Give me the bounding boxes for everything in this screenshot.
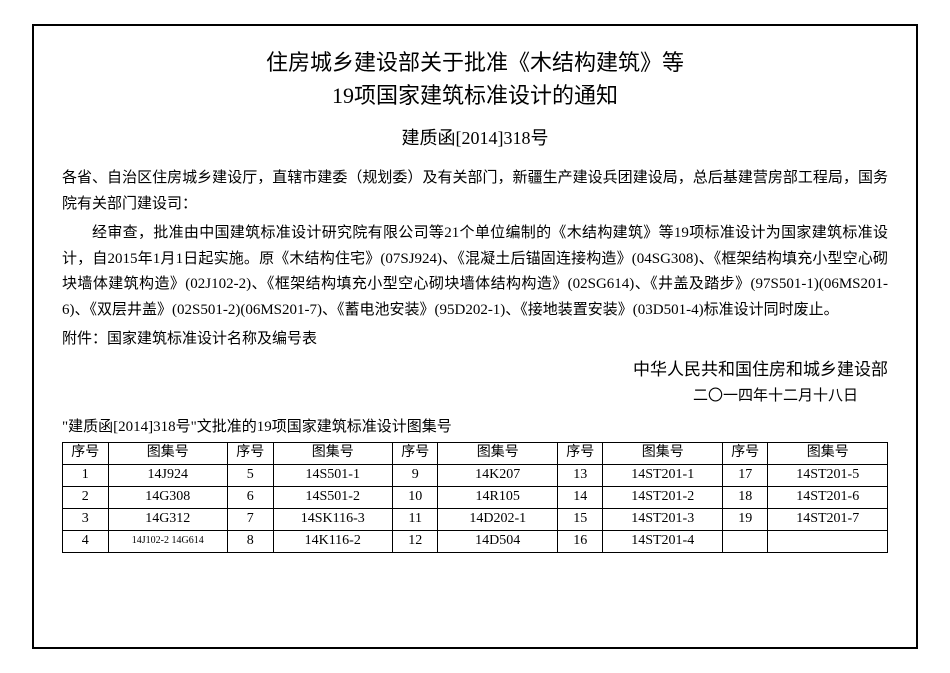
standards-table: 序号 图集号 序号 图集号 序号 图集号 序号 图集号 序号 图集号 1 14J… bbox=[62, 442, 888, 553]
cell-seq: 2 bbox=[63, 486, 109, 508]
cell-code: 14S501-1 bbox=[273, 464, 392, 486]
cell-code: 14G308 bbox=[108, 486, 227, 508]
cell-seq: 19 bbox=[722, 508, 768, 530]
date: 二〇一四年十二月十八日 bbox=[62, 384, 888, 405]
cell-code: 14K207 bbox=[438, 464, 557, 486]
cell-code: 14ST201-6 bbox=[768, 486, 888, 508]
cell-code: 14ST201-5 bbox=[768, 464, 888, 486]
header-seq-3: 序号 bbox=[392, 442, 438, 464]
cell-code: 14ST201-7 bbox=[768, 508, 888, 530]
cell-code: 14R105 bbox=[438, 486, 557, 508]
document-container: 住房城乡建设部关于批准《木结构建筑》等 19项国家建筑标准设计的通知 建质函[2… bbox=[32, 24, 918, 649]
table-row: 4 14J102-2 14G614 8 14K116-2 12 14D504 1… bbox=[63, 530, 888, 552]
cell-empty bbox=[722, 530, 768, 552]
attachment-label: 附件：国家建筑标准设计名称及编号表 bbox=[62, 327, 888, 353]
cell-seq: 6 bbox=[227, 486, 273, 508]
cell-seq: 7 bbox=[227, 508, 273, 530]
cell-seq: 15 bbox=[557, 508, 603, 530]
signature: 中华人民共和国住房和城乡建设部 bbox=[62, 355, 888, 380]
cell-code: 14ST201-3 bbox=[603, 508, 722, 530]
table-row: 1 14J924 5 14S501-1 9 14K207 13 14ST201-… bbox=[63, 464, 888, 486]
cell-empty bbox=[768, 530, 888, 552]
cell-code: 14D202-1 bbox=[438, 508, 557, 530]
title-line-2: 19项国家建筑标准设计的通知 bbox=[62, 79, 888, 112]
cell-code: 14ST201-1 bbox=[603, 464, 722, 486]
cell-seq: 12 bbox=[392, 530, 438, 552]
cell-seq: 18 bbox=[722, 486, 768, 508]
cell-seq: 5 bbox=[227, 464, 273, 486]
header-seq-2: 序号 bbox=[227, 442, 273, 464]
table-header-row: 序号 图集号 序号 图集号 序号 图集号 序号 图集号 序号 图集号 bbox=[63, 442, 888, 464]
header-code-2: 图集号 bbox=[273, 442, 392, 464]
cell-seq: 10 bbox=[392, 486, 438, 508]
header-seq-4: 序号 bbox=[557, 442, 603, 464]
cell-code: 14ST201-2 bbox=[603, 486, 722, 508]
cell-code: 14J924 bbox=[108, 464, 227, 486]
cell-seq: 17 bbox=[722, 464, 768, 486]
document-number: 建质函[2014]318号 bbox=[62, 124, 888, 150]
table-row: 2 14G308 6 14S501-2 10 14R105 14 14ST201… bbox=[63, 486, 888, 508]
cell-seq: 14 bbox=[557, 486, 603, 508]
table-row: 3 14G312 7 14SK116-3 11 14D202-1 15 14ST… bbox=[63, 508, 888, 530]
cell-seq: 1 bbox=[63, 464, 109, 486]
title-line-1: 住房城乡建设部关于批准《木结构建筑》等 bbox=[62, 46, 888, 79]
header-code-1: 图集号 bbox=[108, 442, 227, 464]
cell-seq: 13 bbox=[557, 464, 603, 486]
cell-seq: 4 bbox=[63, 530, 109, 552]
cell-code: 14ST201-4 bbox=[603, 530, 722, 552]
cell-seq: 9 bbox=[392, 464, 438, 486]
cell-code: 14G312 bbox=[108, 508, 227, 530]
cell-code: 14S501-2 bbox=[273, 486, 392, 508]
cell-code: 14SK116-3 bbox=[273, 508, 392, 530]
header-seq-1: 序号 bbox=[63, 442, 109, 464]
cell-code-stacked: 14J102-2 14G614 bbox=[108, 530, 227, 552]
header-code-5: 图集号 bbox=[768, 442, 888, 464]
table-title: "建质函[2014]318号"文批准的19项国家建筑标准设计图集号 bbox=[62, 415, 888, 436]
header-seq-5: 序号 bbox=[722, 442, 768, 464]
header-code-4: 图集号 bbox=[603, 442, 722, 464]
title-block: 住房城乡建设部关于批准《木结构建筑》等 19项国家建筑标准设计的通知 bbox=[62, 46, 888, 112]
cell-seq: 3 bbox=[63, 508, 109, 530]
body-text: 经审查，批准由中国建筑标准设计研究院有限公司等21个单位编制的《木结构建筑》等1… bbox=[62, 221, 888, 323]
cell-code: 14D504 bbox=[438, 530, 557, 552]
cell-code: 14K116-2 bbox=[273, 530, 392, 552]
cell-seq: 16 bbox=[557, 530, 603, 552]
cell-seq: 11 bbox=[392, 508, 438, 530]
header-code-3: 图集号 bbox=[438, 442, 557, 464]
recipients: 各省、自治区住房城乡建设厅，直辖市建委（规划委）及有关部门，新疆生产建设兵团建设… bbox=[62, 166, 888, 217]
cell-seq: 8 bbox=[227, 530, 273, 552]
